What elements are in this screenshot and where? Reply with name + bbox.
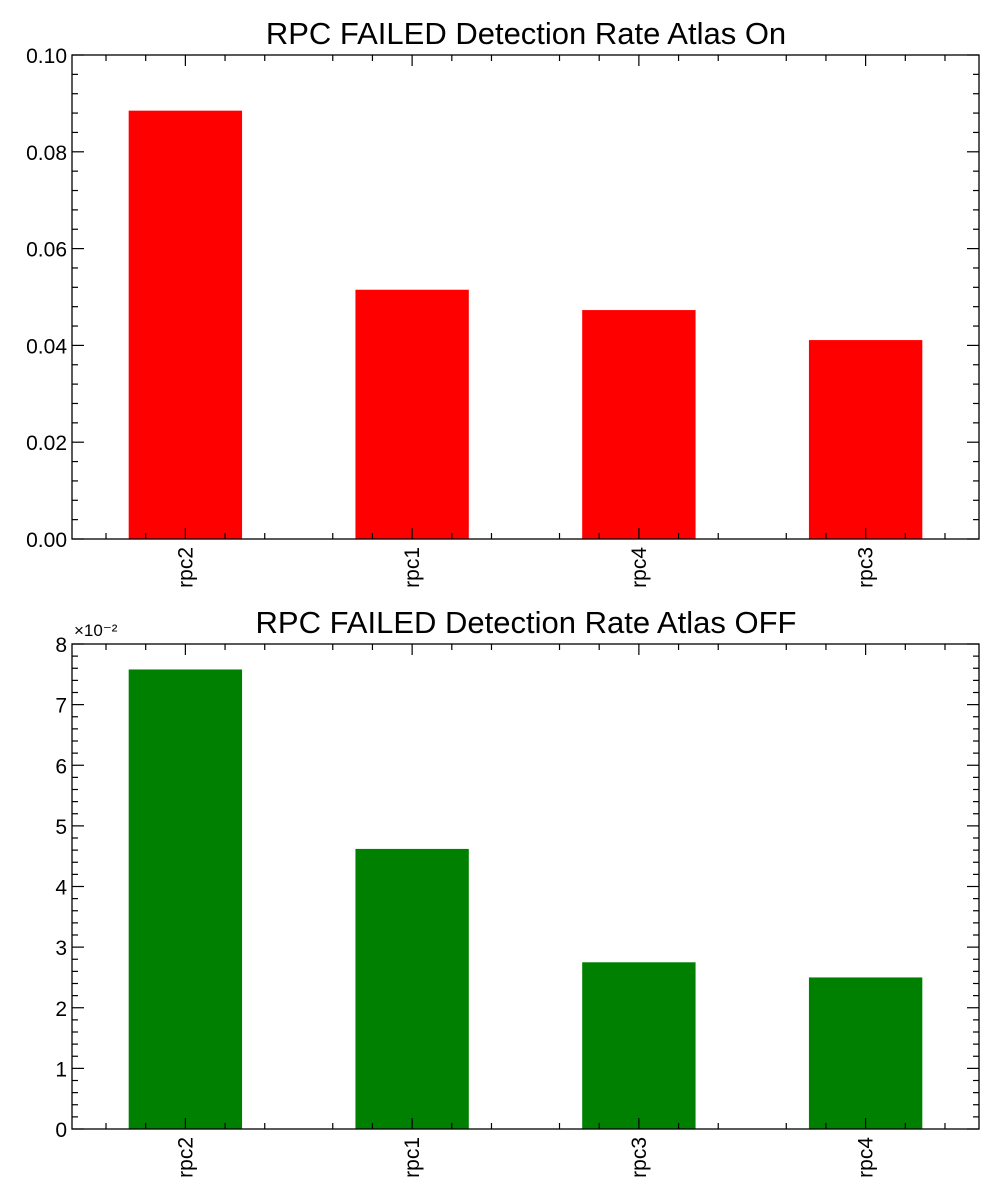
y-tick-label: 0.04 (26, 335, 67, 358)
x-tick-label: rpc1 (401, 547, 424, 588)
y-multiplier-label: ×10⁻² (74, 621, 118, 640)
y-tick-label: 3 (55, 937, 67, 960)
y-tick-label: 7 (55, 695, 67, 718)
bar-rpc3 (808, 340, 923, 539)
bar-rpc2 (128, 669, 243, 1129)
y-tick-label: 0.06 (26, 239, 67, 262)
tick-group: rpc2 rpc1 rpc3 rpc4 0 1 2 3 4 5 6 7 8 (55, 634, 979, 1178)
bar-rpc1 (355, 848, 469, 1129)
y-tick-label: 6 (55, 755, 67, 778)
y-tick-label: 1 (55, 1058, 67, 1081)
bar-rpc1 (355, 289, 469, 539)
y-tick-label: 8 (55, 634, 67, 657)
x-tick-label: rpc1 (401, 1137, 424, 1178)
y-tick-label: 2 (55, 998, 67, 1021)
bar-rpc2 (128, 110, 243, 539)
chart-atlas-off: RPC FAILED Detection Rate Atlas OFF ×10⁻… (55, 605, 980, 1178)
y-tick-label: 0.00 (26, 529, 67, 552)
bar-rpc4 (808, 977, 923, 1129)
y-tick-label: 0.10 (26, 45, 67, 68)
x-tick-label: rpc3 (628, 1137, 651, 1178)
tick-group: rpc2 rpc1 rpc4 rpc3 0.00 0.02 0.04 0.06 0.08 0.10 (26, 45, 979, 588)
chart-atlas-on: RPC FAILED Detection Rate Atlas On rpc2 r… (26, 16, 980, 588)
chart-title: RPC FAILED Detection Rate Atlas On (266, 16, 786, 51)
x-tick-label: rpc2 (174, 1137, 197, 1178)
y-tick-label: 0.08 (26, 142, 67, 165)
x-tick-label: rpc2 (174, 547, 197, 588)
y-tick-label: 5 (55, 816, 67, 839)
y-tick-label: 0 (55, 1119, 67, 1142)
bar-group (128, 669, 923, 1129)
plot-frame (71, 54, 980, 540)
chart-title: RPC FAILED Detection Rate Atlas OFF (256, 605, 797, 640)
x-tick-label: rpc4 (855, 1137, 878, 1178)
bar-rpc3 (582, 962, 696, 1129)
bar-rpc4 (582, 310, 696, 539)
x-tick-label: rpc4 (628, 547, 651, 588)
x-tick-label: rpc3 (855, 547, 878, 588)
y-tick-label: 0.02 (26, 432, 67, 455)
y-tick-label: 4 (55, 877, 67, 900)
bar-group (128, 110, 923, 539)
plot-frame (71, 643, 980, 1130)
